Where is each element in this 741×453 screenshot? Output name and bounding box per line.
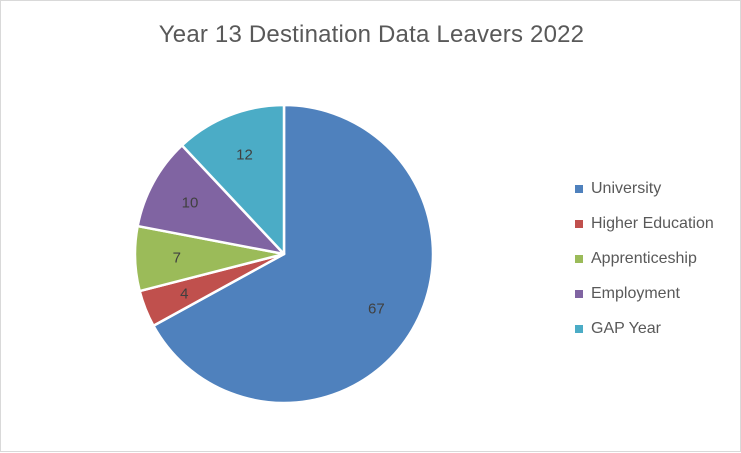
legend-item-university: University [575, 171, 740, 206]
legend-label: Higher Education [591, 214, 714, 232]
legend-swatch [575, 289, 583, 298]
data-label-gap-year: 12 [236, 146, 253, 163]
legend-label: Apprenticeship [591, 249, 697, 267]
data-label-higher-education: 4 [180, 285, 188, 302]
legend-label: GAP Year [591, 319, 661, 337]
pie-slice-employment [136, 144, 286, 256]
pie-data-labels: 67 4 7 10 12 [173, 146, 385, 317]
legend-label: University [591, 179, 662, 197]
legend-swatch [575, 219, 583, 228]
legend-swatch [575, 254, 583, 263]
legend-swatch [575, 184, 583, 193]
chart-title: Year 13 Destination Data Leavers 2022 [158, 21, 585, 48]
data-label-employment: 10 [182, 194, 199, 211]
legend-item-employment: Employment [575, 276, 740, 311]
legend-item-apprenticeship: Apprenticeship [575, 241, 740, 276]
data-label-university: 67 [368, 301, 385, 318]
pie-slice-university [152, 103, 435, 405]
data-label-apprenticeship: 7 [173, 249, 181, 266]
legend-item-higher-education: Higher Education [575, 206, 740, 241]
legend-label: Employment [591, 284, 680, 302]
chart-legend: University Higher Education Apprenticeship… [575, 171, 740, 346]
pie-slices [133, 103, 435, 405]
pie-slice-gap-year [180, 103, 286, 256]
legend-swatch [575, 324, 583, 333]
legend-item-gap-year: GAP Year [575, 311, 740, 346]
